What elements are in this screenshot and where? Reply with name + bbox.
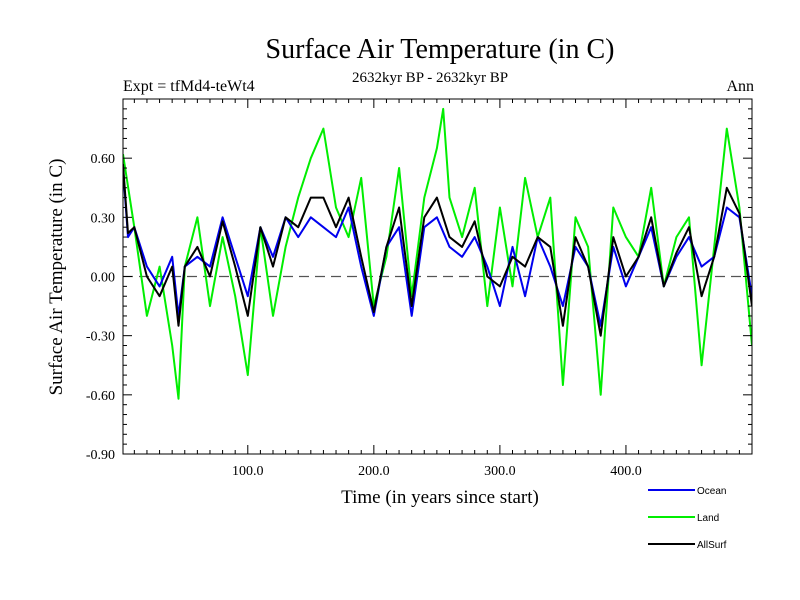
x-tick-label: 300.0 — [484, 464, 516, 479]
y-axis-label: Surface Air Temperature (in C) — [46, 159, 67, 396]
y-tick-label: -0.30 — [86, 330, 115, 345]
x-tick-label: 200.0 — [358, 464, 390, 479]
series-line-allsurf — [123, 164, 752, 337]
y-tick-label: 0.30 — [91, 211, 116, 226]
legend-label-ocean: Ocean — [697, 486, 726, 497]
season-label: Ann — [726, 78, 754, 95]
x-tick-label: 100.0 — [232, 464, 264, 479]
y-tick-label: 0.60 — [91, 152, 116, 167]
y-tick-label: -0.90 — [86, 448, 115, 463]
legend-label-land: Land — [697, 513, 719, 524]
chart-subtitle: 2632kyr BP - 2632kyr BP — [352, 70, 508, 86]
y-tick-label: -0.60 — [86, 389, 115, 404]
x-axis: 100.0 200.0 300.0 400.0 — [133, 99, 753, 479]
experiment-label: Expt = tfMd4-teWt4 — [123, 78, 255, 95]
series-line-ocean — [123, 167, 752, 327]
x-axis-label: Time (in years since start) — [341, 487, 539, 508]
x-tick-label: 400.0 — [610, 464, 642, 479]
y-tick-label: 0.00 — [91, 271, 116, 286]
chart-title: Surface Air Temperature (in C) — [266, 34, 615, 65]
legend: Ocean Land AllSurf — [648, 486, 727, 551]
series-line-land — [123, 107, 752, 400]
y-axis: 0.60 0.30 0.00 -0.30 -0.60 -0.90 — [86, 98, 752, 463]
legend-label-allsurf: AllSurf — [697, 540, 727, 551]
